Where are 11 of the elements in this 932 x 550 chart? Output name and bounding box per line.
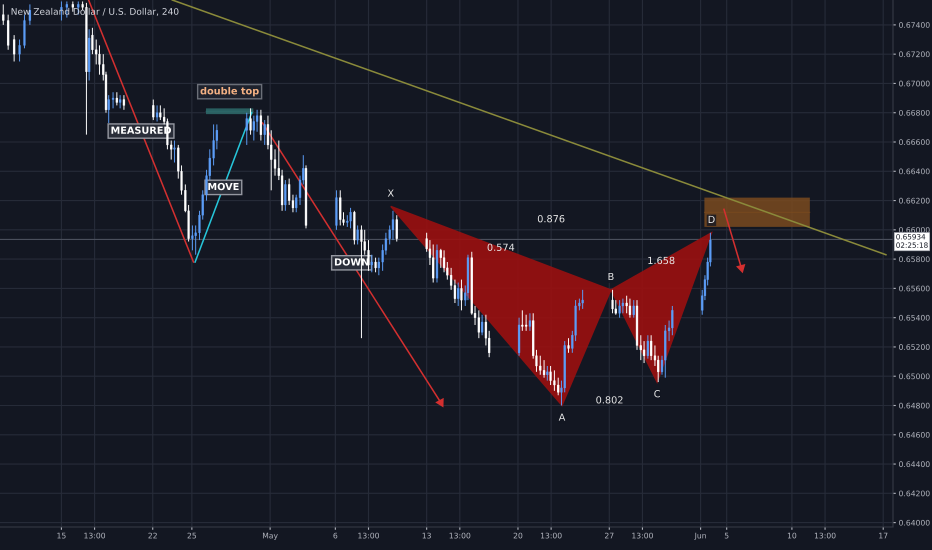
series-label: MOVE bbox=[208, 182, 239, 190]
series-label: double top bbox=[200, 86, 259, 96]
annotation: X bbox=[388, 190, 394, 197]
annotation: B bbox=[608, 272, 614, 280]
annotation: D bbox=[708, 216, 715, 223]
annotation: 0.802 bbox=[596, 396, 622, 404]
annotation: 0.574 bbox=[488, 244, 514, 251]
annotation: C bbox=[654, 390, 660, 398]
annotation: A bbox=[558, 414, 566, 421]
annotation: 0.876 bbox=[538, 215, 564, 222]
annotation: 1.658 bbox=[648, 256, 674, 264]
